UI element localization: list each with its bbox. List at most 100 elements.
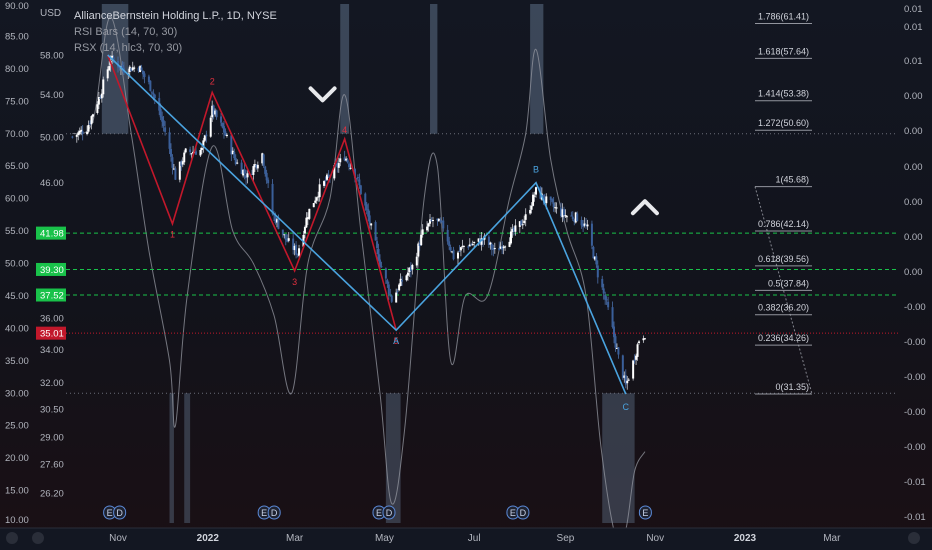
dividend-label: D bbox=[116, 508, 123, 518]
candle-body bbox=[211, 105, 214, 118]
candle-body bbox=[615, 348, 618, 350]
price-badge-label: 35.01 bbox=[40, 329, 64, 340]
candle-body bbox=[220, 116, 223, 123]
price-axis-tick: 50.00 bbox=[40, 132, 64, 143]
candle-body bbox=[318, 184, 321, 198]
arrow-up-icon bbox=[630, 199, 659, 216]
y-scale-icon[interactable] bbox=[6, 532, 18, 544]
wave-red-label: 2 bbox=[210, 76, 215, 86]
candle-body bbox=[169, 149, 172, 157]
fib-level-label: 1.618(57.64) bbox=[758, 46, 809, 56]
candle-body bbox=[458, 250, 461, 252]
candle-body bbox=[542, 194, 545, 201]
right-axis-tick: -0.01 bbox=[904, 477, 926, 488]
candle-body bbox=[246, 173, 249, 178]
candle-body bbox=[462, 245, 465, 247]
candle-body bbox=[283, 234, 286, 236]
candle-body bbox=[121, 64, 124, 69]
candle-body bbox=[90, 116, 93, 125]
candle-body bbox=[605, 299, 608, 301]
candle-body bbox=[448, 241, 451, 247]
wave-blue-line bbox=[107, 54, 627, 395]
candle-body bbox=[315, 197, 318, 201]
candle-body bbox=[509, 231, 512, 244]
auto-scale-icon[interactable] bbox=[908, 532, 920, 544]
candle-body bbox=[420, 234, 423, 246]
indicator-rsi-bars[interactable]: RSI Bars (14, 70, 30) bbox=[74, 26, 178, 38]
candle-body bbox=[292, 238, 295, 250]
candle-body bbox=[617, 347, 620, 355]
price-axis-tick: 26.20 bbox=[40, 488, 64, 499]
candle-body bbox=[604, 294, 607, 300]
earnings-label: E bbox=[107, 508, 113, 518]
candle-body bbox=[533, 195, 536, 197]
price-axis-tick: 34.00 bbox=[40, 345, 64, 356]
candle-body bbox=[490, 244, 493, 250]
price-axis-tick: 30.50 bbox=[40, 405, 64, 416]
candle-body bbox=[137, 67, 140, 71]
candle-body bbox=[446, 229, 449, 242]
candle-body bbox=[161, 116, 164, 122]
oscillator-axis-tick: 65.00 bbox=[5, 161, 29, 172]
candle-body bbox=[418, 244, 421, 246]
fib-level-label: 1(45.68) bbox=[775, 175, 809, 185]
candle-body bbox=[265, 172, 268, 181]
oversold-zone bbox=[169, 393, 174, 523]
candle-body bbox=[262, 154, 265, 166]
candle-body bbox=[590, 223, 593, 246]
candle-body bbox=[406, 272, 409, 276]
candle-body bbox=[498, 248, 501, 251]
candle-body bbox=[442, 220, 445, 229]
dividend-icon[interactable] bbox=[382, 505, 396, 520]
oscillator-axis-tick: 75.00 bbox=[5, 96, 29, 107]
dividend-icon[interactable] bbox=[267, 505, 281, 520]
time-axis-tick: Mar bbox=[823, 533, 841, 544]
settings-icon[interactable] bbox=[32, 532, 44, 544]
candle-body bbox=[353, 168, 356, 179]
candle-body bbox=[112, 57, 115, 61]
candle-body bbox=[436, 218, 439, 221]
arrow-down-icon bbox=[308, 86, 337, 103]
candle-body bbox=[317, 196, 320, 198]
earnings-icon[interactable] bbox=[638, 505, 652, 520]
candle-body bbox=[140, 67, 143, 71]
dividend-icon[interactable] bbox=[113, 505, 127, 520]
candle-body bbox=[635, 355, 638, 360]
candle-body bbox=[89, 123, 92, 125]
candle-body bbox=[370, 223, 373, 226]
time-axis-tick: 2022 bbox=[197, 533, 220, 544]
candle-body bbox=[520, 220, 523, 226]
fib-level-label: 1.414(53.38) bbox=[758, 89, 809, 99]
candle-body bbox=[427, 223, 430, 227]
price-badge-label: 37.52 bbox=[40, 291, 64, 302]
dividend-label: D bbox=[386, 508, 393, 518]
candle-body bbox=[552, 202, 555, 208]
candle-body bbox=[573, 219, 576, 222]
wave-red-label: 5 bbox=[394, 336, 399, 346]
candle-body bbox=[518, 221, 521, 227]
indicator-rsx[interactable]: RSX (14, hlc3, 70, 30) bbox=[74, 42, 183, 54]
candle-body bbox=[390, 295, 393, 302]
dividend-icon[interactable] bbox=[516, 505, 530, 520]
candle-body bbox=[467, 246, 470, 248]
dividend-label: D bbox=[271, 508, 278, 518]
candle-body bbox=[564, 215, 567, 217]
right-axis-tick: 0.00 bbox=[904, 267, 923, 278]
candle-body bbox=[459, 247, 462, 251]
candle-body bbox=[408, 267, 411, 272]
candle-body bbox=[100, 93, 103, 99]
candle-body bbox=[111, 55, 114, 60]
symbol-title[interactable]: AllianceBernstein Holding L.P., 1D, NYSE bbox=[74, 10, 277, 22]
right-axis-tick: -0.00 bbox=[904, 442, 926, 453]
price-badge bbox=[36, 226, 66, 240]
candle-body bbox=[286, 239, 289, 242]
candle-body bbox=[153, 94, 156, 99]
candle-body bbox=[287, 238, 290, 241]
candle-body bbox=[511, 228, 514, 232]
candle-body bbox=[71, 136, 74, 138]
candle-body bbox=[78, 130, 81, 134]
candle-body bbox=[261, 153, 264, 164]
candle-body bbox=[376, 241, 379, 249]
candle-body bbox=[368, 215, 371, 224]
